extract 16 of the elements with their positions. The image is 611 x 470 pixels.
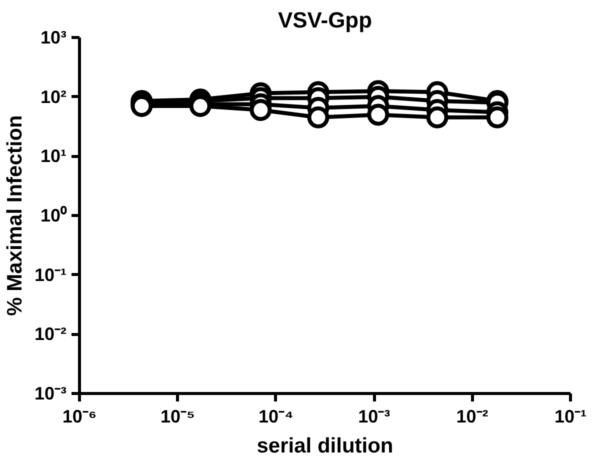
y-tick-label: 10⁻² xyxy=(34,324,67,344)
y-tick-label: 10² xyxy=(40,86,67,107)
y-tick-label: 10⁻¹ xyxy=(34,264,67,285)
x-axis-title: serial dilution xyxy=(256,434,394,458)
y-axis-title: % Maximal Infection xyxy=(3,115,26,316)
x-tick-label: 10⁻⁵ xyxy=(160,406,195,426)
x-tick-label: 10⁻² xyxy=(456,406,488,426)
y-tick-label: 10⁰ xyxy=(40,206,68,226)
y-tick-label: 10⁻³ xyxy=(34,384,67,404)
y-tick-label: 10¹ xyxy=(40,146,67,166)
x-tick-label: 10⁻¹ xyxy=(554,406,587,426)
x-tick-label: 10⁻⁴ xyxy=(258,406,294,426)
x-tick-label: 10⁻⁶ xyxy=(62,406,97,426)
chart-title: VSV-Gpp xyxy=(278,8,372,32)
x-tick-label: 10⁻³ xyxy=(358,406,390,426)
y-tick-label: 10³ xyxy=(40,28,67,48)
